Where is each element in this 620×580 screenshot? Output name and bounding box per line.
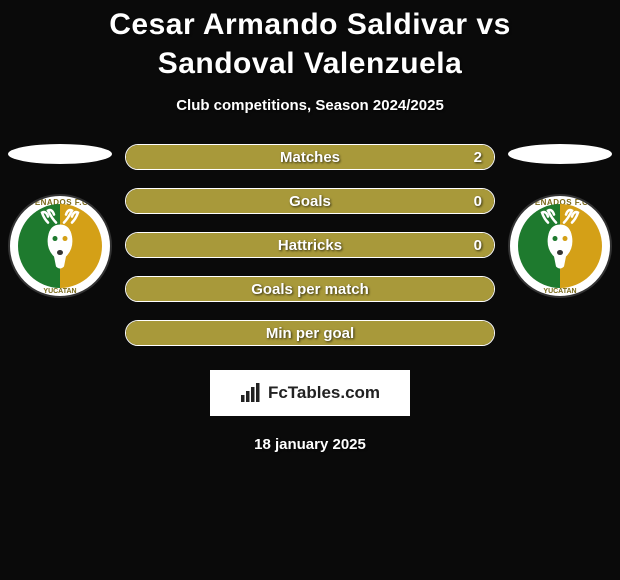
brand-text: FcTables.com <box>268 383 380 403</box>
club-badge-bottom-text: YUCATAN <box>510 288 610 295</box>
player-right-column: VENADOS F.C. YUCATAN <box>505 144 615 298</box>
brand-logo[interactable]: FcTables.com <box>210 370 410 416</box>
page-title: Cesar Armando Saldivar vs Sandoval Valen… <box>0 5 620 83</box>
stat-bars: Matches 2 Goals 0 Hattricks 0 Goals per match M… <box>125 144 495 346</box>
club-badge-left: VENADOS F.C. YUCATAN <box>8 194 112 298</box>
stat-bar: Matches 2 <box>125 144 495 170</box>
bar-label: Goals <box>289 193 331 210</box>
deer-icon <box>28 209 92 281</box>
comparison-body: VENADOS F.C. YUCATAN Matches2Goals0Hattr… <box>0 144 620 346</box>
date-text: 18 january 2025 <box>254 436 366 453</box>
bar-label: Min per goal <box>266 325 354 342</box>
club-badge-right: VENADOS F.C. YUCATAN <box>508 194 612 298</box>
subtitle: Club competitions, Season 2024/2025 <box>176 97 444 114</box>
deer-icon <box>528 209 592 281</box>
bar-value-right: 0 <box>474 193 482 210</box>
stat-bar: Goals 0 <box>125 188 495 214</box>
comparison-card: Cesar Armando Saldivar vs Sandoval Valen… <box>0 0 620 453</box>
player-right-marker <box>508 144 612 164</box>
stat-bar: Min per goal <box>125 320 495 346</box>
bar-value-right: 0 <box>474 237 482 254</box>
chart-icon <box>240 383 262 403</box>
club-badge-bottom-text: YUCATAN <box>10 288 110 295</box>
player-left-column: VENADOS F.C. YUCATAN <box>5 144 115 298</box>
bar-label: Hattricks <box>278 237 342 254</box>
stat-bar: Hattricks 0 <box>125 232 495 258</box>
bar-label: Matches <box>280 149 340 166</box>
bar-value-right: 2 <box>474 149 482 166</box>
player-left-marker <box>8 144 112 164</box>
bar-label: Goals per match <box>251 281 369 298</box>
stat-bar: Goals per match <box>125 276 495 302</box>
